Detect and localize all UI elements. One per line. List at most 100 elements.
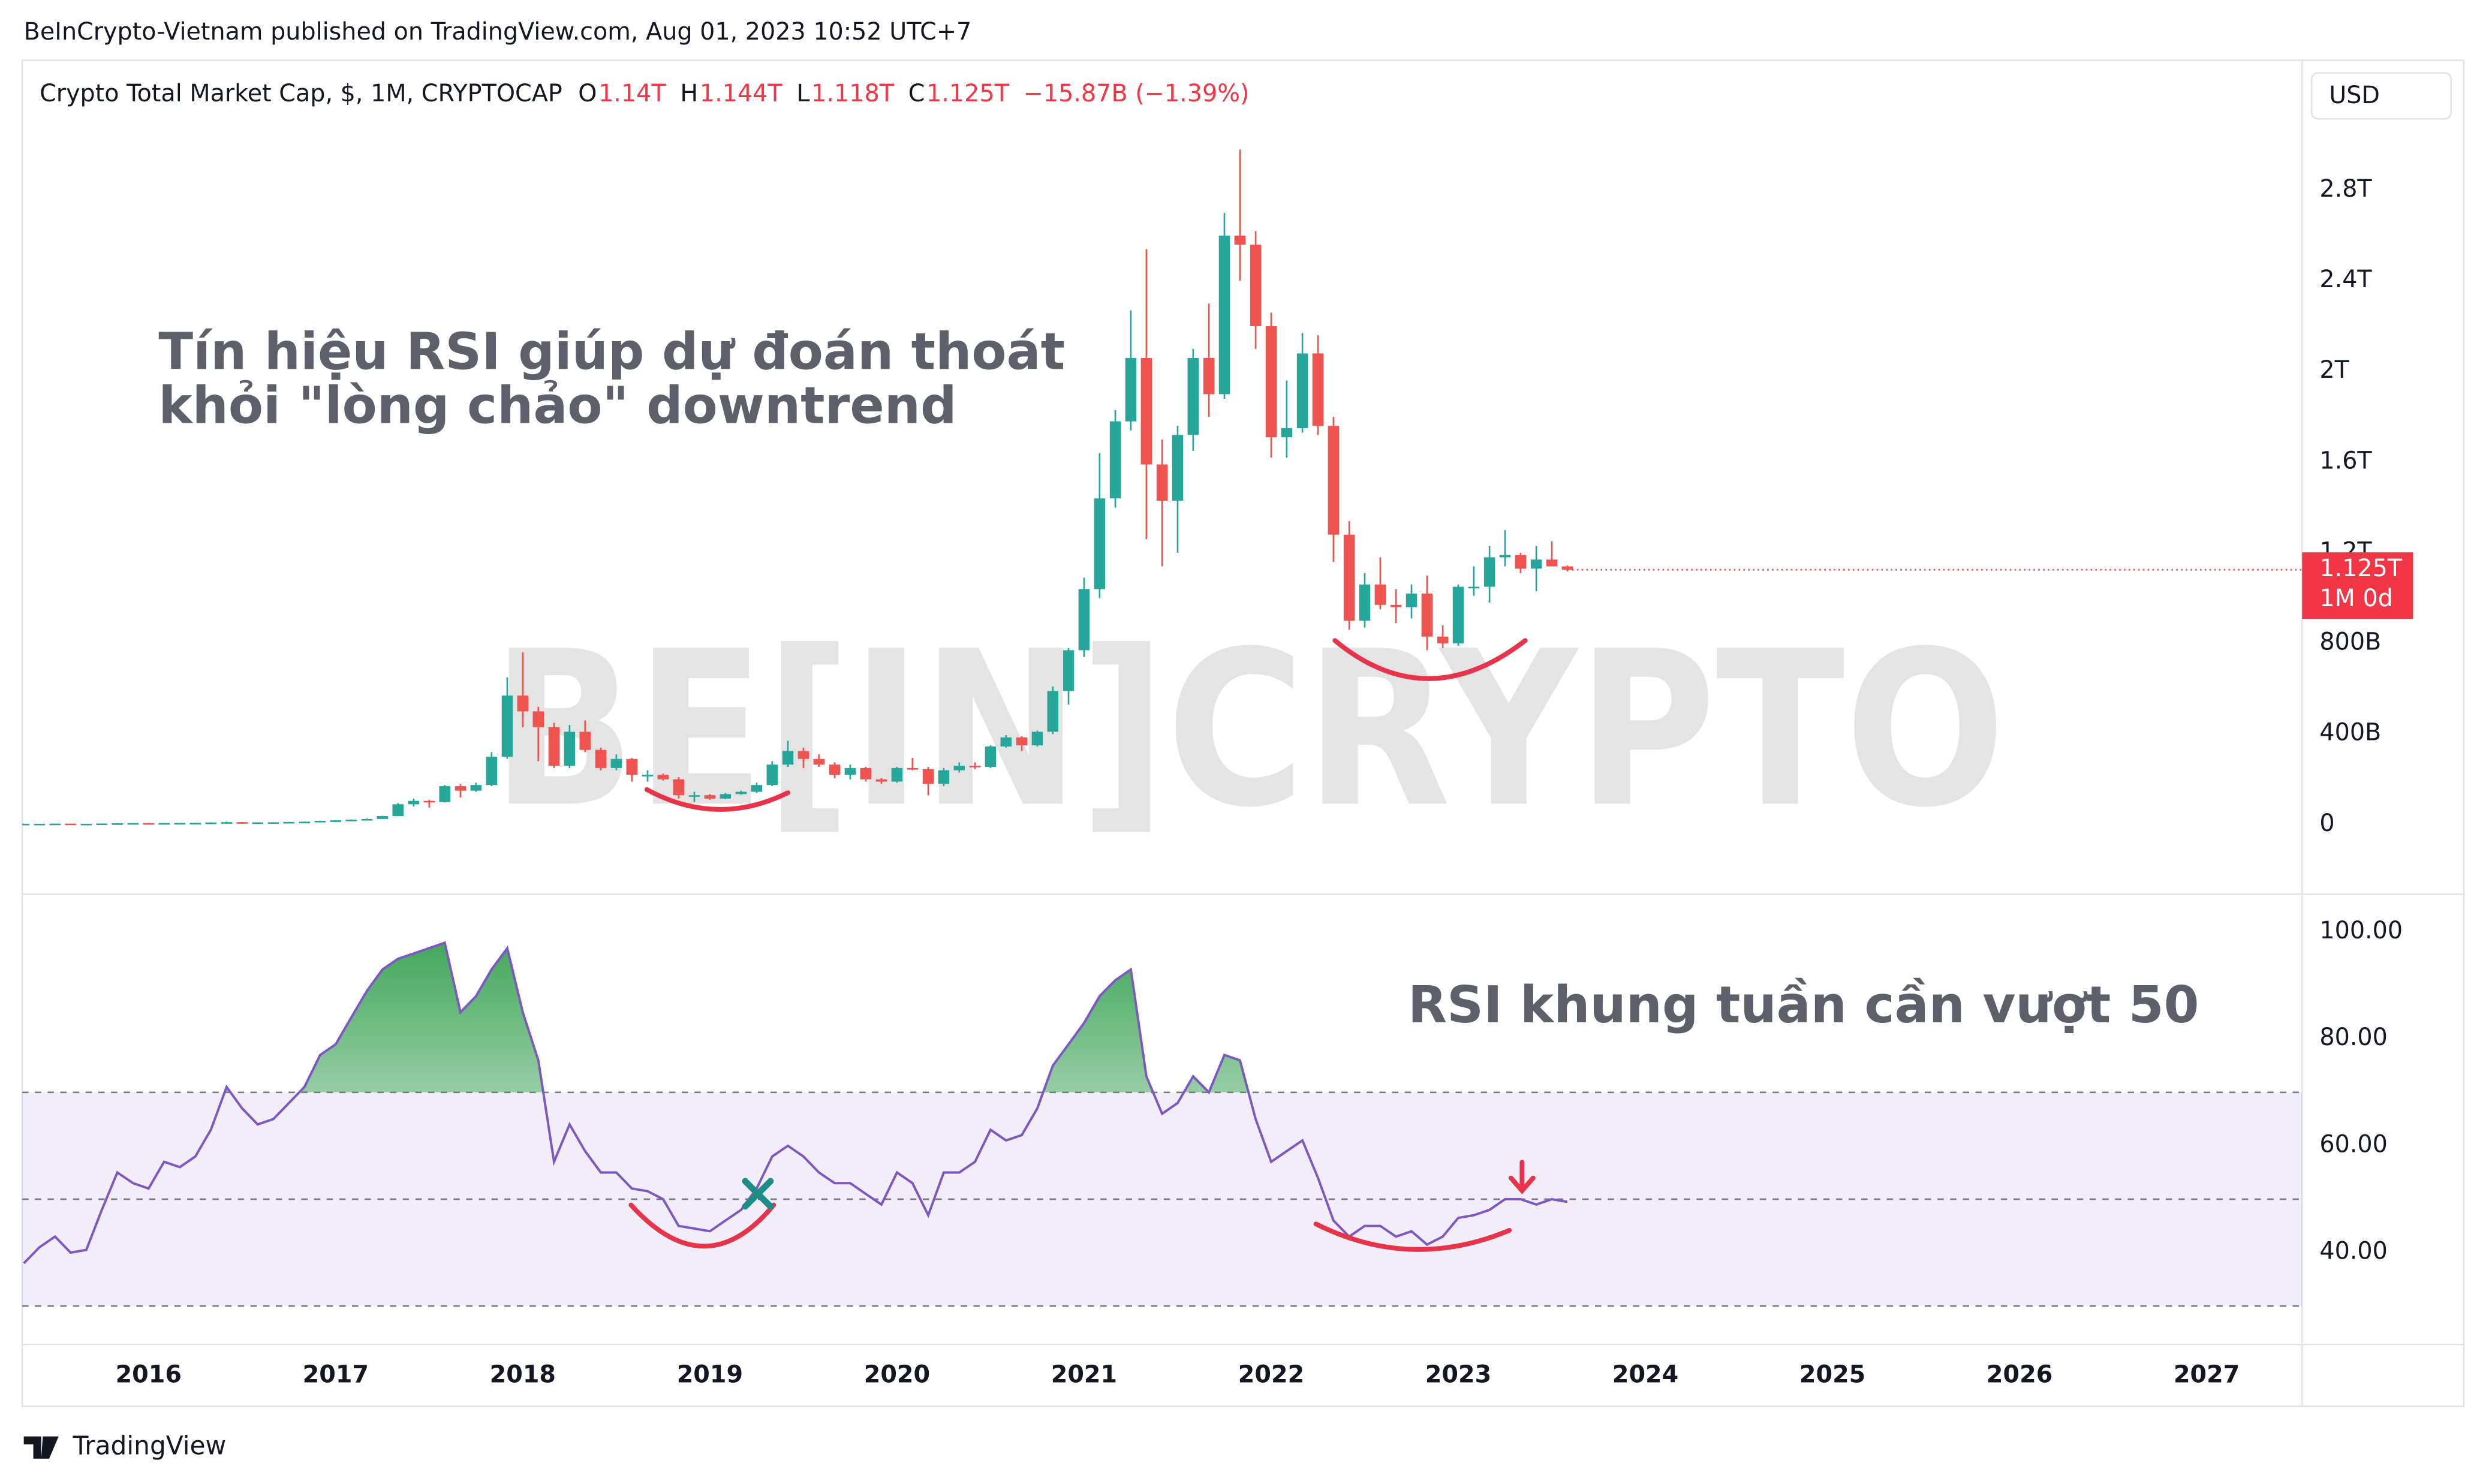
candle-body [112, 823, 123, 825]
candle-body [548, 727, 560, 766]
candle-body [1265, 326, 1277, 438]
candle-body [1374, 584, 1386, 605]
candle-body [423, 800, 435, 803]
candle-body [1483, 557, 1495, 587]
bowl-arc [1332, 638, 1528, 681]
hand-drawn-marks [628, 638, 1536, 1252]
y-tick-label: 2.8T [2319, 175, 2372, 203]
y-tick-label: 40.00 [2319, 1238, 2388, 1265]
legend-text: O [578, 80, 597, 107]
candle-body [205, 822, 216, 824]
candle-body [1125, 357, 1137, 422]
y-tick-label: 0 [2319, 809, 2334, 837]
candle-body [829, 764, 841, 775]
candle-body [189, 823, 201, 824]
x-tick-label: 2022 [1238, 1361, 1304, 1389]
candle-body [1296, 353, 1308, 429]
candle-body [1047, 691, 1059, 732]
candle-body [1187, 357, 1199, 435]
legend-text: Crypto Total Market Cap, $, 1M, CRYPTOCA… [40, 80, 562, 107]
candle-body [1405, 593, 1417, 607]
x-tick-label: 2025 [1799, 1361, 1865, 1389]
candle-body [377, 815, 389, 819]
candle-body [1343, 534, 1355, 621]
candle-body [1515, 555, 1527, 569]
candle-body [486, 756, 497, 785]
legend-text: 1.118T [811, 80, 895, 107]
legend-text: 1.125T [926, 80, 1010, 107]
candle-body [501, 695, 513, 757]
candle-body [720, 794, 732, 799]
legend-text: L [796, 80, 809, 107]
candle-body [953, 766, 965, 770]
annotation-line: khỏi "lòng chảo" downtrend [158, 376, 956, 435]
x-tick-label: 2019 [677, 1361, 743, 1389]
countdown-label: 1M 0d [2319, 585, 2392, 612]
price-pane [22, 149, 2303, 826]
candle-body [626, 758, 638, 775]
candle-body [65, 823, 76, 826]
candle-body [80, 823, 92, 826]
y-tick-label: 400B [2319, 719, 2381, 746]
candle-body [314, 820, 326, 823]
candle-body [1312, 353, 1324, 426]
candle-body [1109, 421, 1121, 499]
candle-body [564, 732, 576, 766]
x-tick-label: 2021 [1051, 1361, 1117, 1389]
cross-mark [742, 1178, 774, 1210]
legend-text: 1.144T [700, 80, 783, 107]
candle-body [34, 823, 46, 826]
last-price-box [2302, 552, 2413, 619]
candle-body [844, 767, 856, 775]
candle-body [470, 785, 482, 791]
x-tick-label: 2018 [490, 1361, 556, 1389]
candle-body [345, 820, 357, 821]
candle-body [688, 795, 700, 797]
candle-body [735, 791, 747, 794]
candle-body [1094, 498, 1106, 589]
candle-body [813, 758, 825, 765]
candle-body [252, 822, 263, 824]
candle-body [49, 823, 61, 826]
candle-body [1328, 426, 1340, 535]
candle-body [1437, 636, 1449, 644]
candle-body [143, 823, 155, 825]
candle-body [1390, 604, 1402, 607]
candle-body [299, 821, 310, 824]
currency-button[interactable] [2310, 72, 2452, 120]
legend: Crypto Total Market Cap, $, 1M, CRYPTOCA… [40, 80, 1249, 107]
watermark: BE[IN]CRYPTO [492, 606, 2006, 854]
candle-body [1156, 464, 1168, 501]
candle-body [267, 822, 279, 824]
candle-body [1359, 584, 1371, 621]
candle-body [751, 785, 763, 792]
candle-body [1468, 586, 1480, 589]
y-tick-label: 100.00 [2319, 917, 2403, 944]
candle-body [96, 823, 108, 826]
candle-body [766, 764, 778, 785]
rsi-annotation: RSI khung tuần cần vượt 50 [1408, 975, 2199, 1034]
candle-body [1499, 555, 1511, 558]
bowl-arc [1313, 1221, 1512, 1252]
candle-body [1250, 245, 1262, 327]
y-tick-label: 2T [2319, 356, 2349, 384]
candle-body [1281, 428, 1293, 438]
legend-text: 1.14T [598, 80, 666, 107]
bowl-arc [644, 787, 791, 812]
candle-body [439, 786, 450, 802]
y-tick-label: 800B [2319, 628, 2381, 656]
candle-body [579, 732, 591, 750]
published-line: BeInCrypto-Vietnam published on TradingV… [24, 18, 972, 46]
candle-body [922, 769, 934, 784]
candle-body [875, 779, 887, 782]
x-tick-label: 2027 [2174, 1361, 2240, 1389]
candle-body [236, 822, 248, 824]
candle-body [1140, 357, 1152, 465]
candle-body [891, 767, 903, 782]
candle-body [392, 804, 404, 816]
candle-body [1218, 235, 1230, 395]
x-tick-label: 2016 [116, 1361, 182, 1389]
x-tick-label: 2024 [1612, 1361, 1678, 1389]
